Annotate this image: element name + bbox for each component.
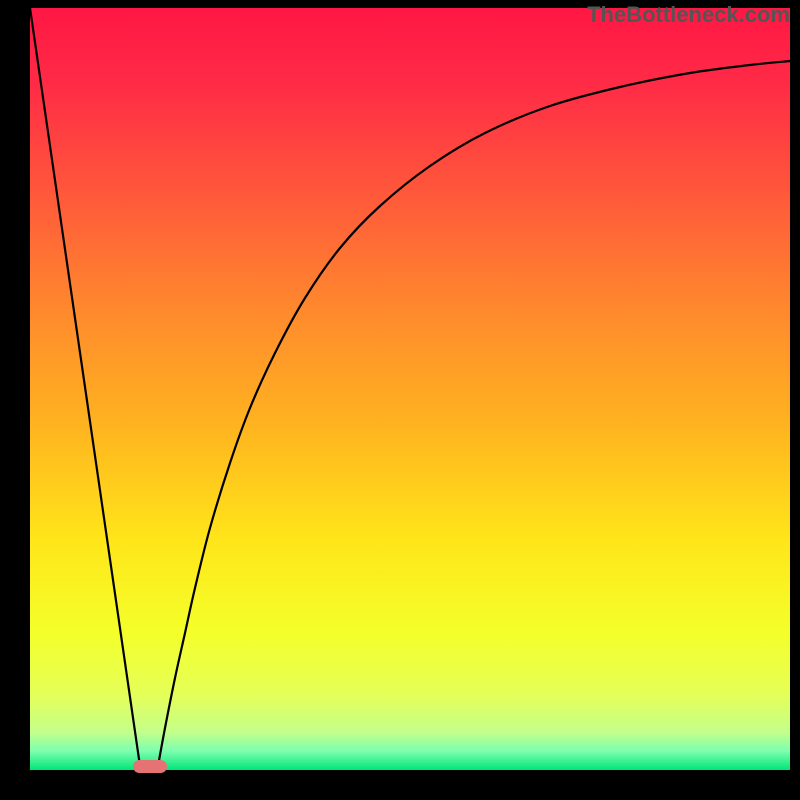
plot-area: [30, 8, 790, 770]
watermark-text: TheBottleneck.com: [587, 2, 790, 28]
chart-container: TheBottleneck.com: [0, 0, 800, 800]
bottleneck-curve: [30, 8, 790, 770]
optimal-point-marker: [133, 760, 167, 773]
